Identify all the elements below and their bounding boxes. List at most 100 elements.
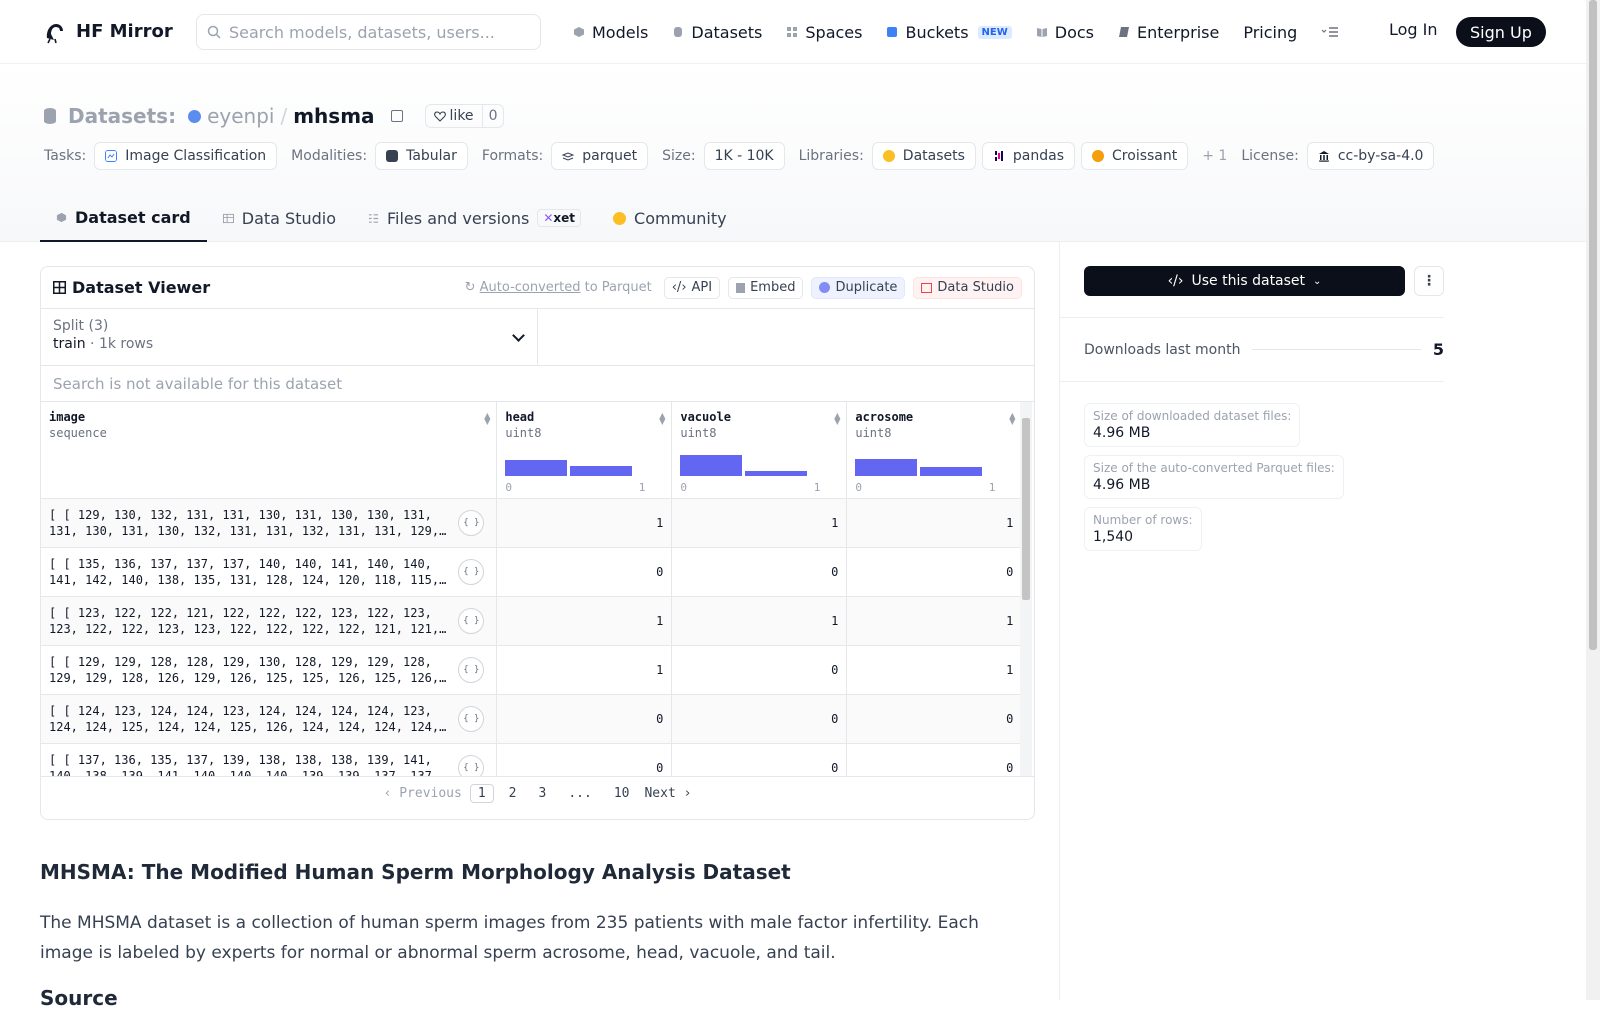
copy-icon[interactable] — [390, 110, 403, 122]
repo-owner-link[interactable]: eyenpi — [207, 104, 275, 128]
page-10[interactable]: 10 — [613, 786, 630, 801]
head-cell[interactable]: 1 — [496, 498, 673, 548]
acrosome-cell[interactable]: 1 — [846, 645, 1023, 695]
nav-pricing[interactable]: Pricing — [1243, 23, 1297, 42]
login-link[interactable]: Log In — [1389, 20, 1438, 39]
page-3[interactable]: 3 — [538, 786, 547, 801]
next-page[interactable]: Next › — [644, 786, 692, 801]
head-cell[interactable]: 0 — [496, 694, 673, 744]
histogram-bar[interactable] — [570, 465, 633, 476]
vacuole-cell[interactable]: 0 — [671, 645, 848, 695]
api-button[interactable]: ‹/› API — [663, 276, 721, 299]
nav-datasets[interactable]: Datasets — [672, 23, 762, 42]
page-scrollbar[interactable] — [1586, 0, 1600, 1000]
head-cell[interactable]: 0 — [496, 743, 673, 776]
page-2[interactable]: 2 — [508, 786, 517, 801]
head-cell[interactable]: 0 — [496, 547, 673, 597]
histogram-bar[interactable] — [745, 470, 808, 476]
vacuole-cell[interactable]: 0 — [671, 547, 848, 597]
tag-modality[interactable]: Tabular — [375, 142, 468, 170]
head-cell[interactable]: 1 — [496, 596, 673, 646]
nav-buckets[interactable]: Buckets NEW — [886, 23, 1012, 42]
table-row[interactable]: [ [ 137, 136, 135, 137, 139, 138, 138, 1… — [41, 743, 1023, 776]
table-row[interactable]: [ [ 135, 136, 137, 137, 137, 140, 140, 1… — [41, 547, 1023, 597]
duplicate-button[interactable]: Duplicate — [811, 276, 906, 299]
acrosome-cell[interactable]: 1 — [846, 498, 1023, 548]
table-scrollbar[interactable] — [1020, 402, 1032, 776]
sort-icon[interactable]: ▲ ▼ — [1009, 411, 1016, 426]
page-1[interactable]: 1 — [469, 784, 494, 803]
logo[interactable]: HF Mirror — [42, 18, 173, 44]
acrosome-cell[interactable]: 0 — [846, 694, 1023, 744]
expand-json-icon[interactable]: { } — [458, 705, 485, 732]
histogram-bar[interactable] — [680, 454, 743, 476]
image-cell[interactable]: [ [ 129, 129, 128, 128, 129, 130, 128, 1… — [41, 645, 498, 695]
tag-task[interactable]: Image Classification — [94, 142, 278, 170]
global-search[interactable] — [196, 14, 541, 50]
like-button[interactable]: like 0 — [424, 104, 505, 128]
tag-size[interactable]: 1K - 10K — [703, 142, 785, 170]
use-dataset-button[interactable]: ‹/› Use this dataset ⌄ — [1084, 266, 1405, 296]
vacuole-cell[interactable]: 1 — [671, 498, 848, 548]
sort-icon[interactable]: ▲ ▼ — [484, 411, 491, 426]
table-row[interactable]: [ [ 124, 123, 124, 124, 123, 124, 124, 1… — [41, 694, 1023, 744]
image-cell[interactable]: [ [ 123, 122, 122, 121, 122, 122, 122, 1… — [41, 596, 498, 646]
vacuole-cell[interactable]: 0 — [671, 743, 848, 776]
scrollbar-thumb[interactable] — [1022, 418, 1030, 600]
expand-json-icon[interactable]: { } — [458, 656, 485, 683]
column-header-image[interactable]: image sequence ▲ ▼ — [41, 402, 498, 499]
tab-data-studio[interactable]: Data Studio — [207, 194, 352, 242]
acrosome-cell[interactable]: 0 — [846, 547, 1023, 597]
signup-button[interactable]: Sign Up — [1456, 17, 1546, 47]
image-cell[interactable]: [ [ 129, 130, 132, 131, 131, 130, 131, 1… — [41, 498, 498, 548]
acrosome-cell[interactable]: 1 — [846, 596, 1023, 646]
nav-models[interactable]: Models — [573, 23, 648, 42]
search-input[interactable] — [229, 22, 519, 42]
histogram-bar[interactable] — [920, 466, 983, 476]
nav-spaces[interactable]: Spaces — [786, 23, 862, 42]
like-toggle[interactable]: like — [426, 105, 483, 127]
page-scrollbar-thumb[interactable] — [1589, 0, 1597, 650]
vacuole-cell[interactable]: 0 — [671, 694, 848, 744]
tag-lib-pandas[interactable]: pandas — [981, 142, 1076, 170]
previous-page[interactable]: ‹ Previous — [383, 786, 462, 801]
nav-enterprise[interactable]: Enterprise — [1118, 23, 1219, 42]
repo-name-link[interactable]: mhsma — [293, 104, 375, 128]
more-libraries[interactable]: + 1 — [1202, 148, 1228, 164]
tag-license[interactable]: cc-by-sa-4.0 — [1306, 142, 1435, 170]
acrosome-cell[interactable]: 0 — [846, 743, 1023, 776]
tab-community[interactable]: Community — [597, 194, 743, 242]
embed-button[interactable]: Embed — [728, 276, 804, 299]
tab-files[interactable]: Files and versions ✕xet — [352, 194, 597, 242]
image-cell[interactable]: [ [ 124, 123, 124, 124, 123, 124, 124, 1… — [41, 694, 498, 744]
sort-icon[interactable]: ▲ ▼ — [659, 411, 666, 426]
tab-dataset-card[interactable]: Dataset card — [40, 194, 207, 242]
table-row[interactable]: [ [ 129, 130, 132, 131, 131, 130, 131, 1… — [41, 498, 1023, 548]
histogram-bar[interactable] — [505, 459, 568, 476]
head-cell[interactable]: 1 — [496, 645, 673, 695]
split-selector[interactable]: Split (3) train · 1k rows — [41, 309, 538, 365]
expand-json-icon[interactable]: { } — [458, 509, 485, 536]
more-options-button[interactable]: ⋮ — [1414, 266, 1444, 296]
nav-docs[interactable]: Docs — [1036, 23, 1094, 42]
tag-lib-datasets[interactable]: Datasets — [871, 142, 976, 170]
vacuole-cell[interactable]: 1 — [671, 596, 848, 646]
expand-json-icon[interactable]: { } — [458, 754, 485, 776]
tag-format[interactable]: parquet — [551, 142, 649, 170]
expand-json-icon[interactable]: { } — [458, 607, 485, 634]
viewer-search-input[interactable] — [53, 374, 653, 393]
image-cell[interactable]: [ [ 137, 136, 135, 137, 139, 138, 138, 1… — [41, 743, 498, 776]
table-row[interactable]: [ [ 129, 129, 128, 128, 129, 130, 128, 1… — [41, 645, 1023, 695]
table-row[interactable]: [ [ 123, 122, 122, 121, 122, 122, 122, 1… — [41, 596, 1023, 646]
tag-lib-croissant[interactable]: Croissant — [1081, 142, 1189, 170]
autoconverted-link[interactable]: Auto-converted — [479, 280, 581, 295]
sort-icon[interactable]: ▲ ▼ — [834, 411, 841, 426]
data-studio-button[interactable]: Data Studio — [913, 276, 1022, 299]
nav-more-menu[interactable] — [1321, 26, 1339, 38]
image-cell[interactable]: [ [ 135, 136, 137, 137, 137, 140, 140, 1… — [41, 547, 498, 597]
histogram-bar[interactable] — [855, 458, 918, 476]
expand-json-icon[interactable]: { } — [458, 558, 485, 585]
